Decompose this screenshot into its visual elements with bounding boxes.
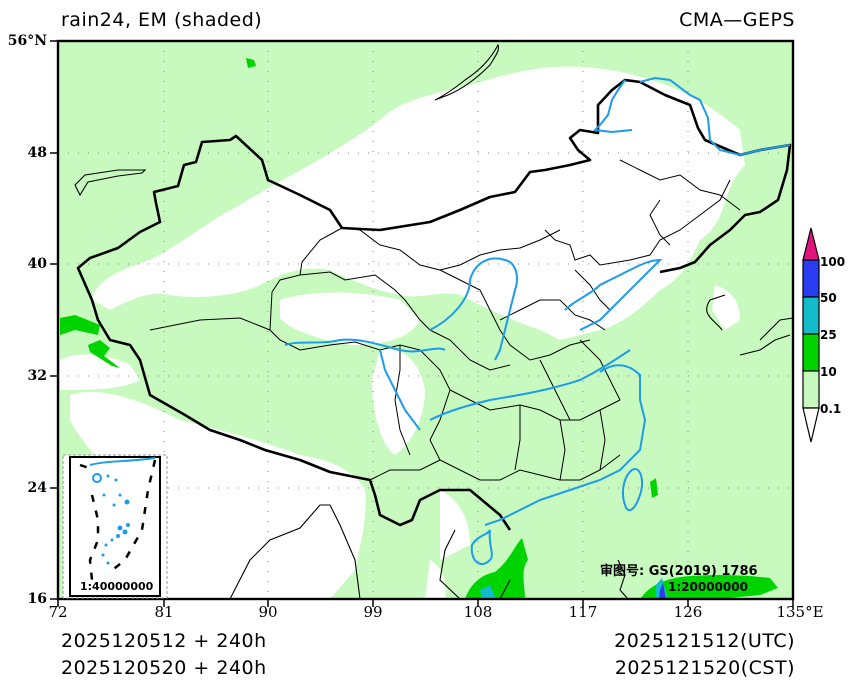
moderate-rain-areas: [60, 58, 778, 599]
lat-label-48: 48: [27, 145, 47, 161]
plot-frame: [56, 39, 795, 601]
lon-label-117: 117: [568, 603, 598, 621]
valid-time-cst: 2025121520(CST): [614, 657, 795, 679]
lon-label-108: 108: [463, 603, 493, 621]
lat-label-56: 56°N: [7, 33, 47, 49]
lon-label-81: 81: [154, 603, 174, 621]
lon-label-99: 99: [363, 603, 383, 621]
provincial-borders: [149, 159, 741, 481]
chart-title: rain24, EM (shaded): [61, 9, 263, 31]
lon-label-126: 126: [673, 603, 703, 621]
valid-time-utc: 2025121512(UTC): [614, 630, 795, 652]
lat-label-16: 16: [27, 591, 47, 607]
lat-label-32: 32: [27, 368, 47, 384]
init-time-utc: 2025120512 + 240h: [61, 630, 267, 652]
colorbar-label-50: 50: [820, 291, 837, 305]
colorbar: [802, 227, 820, 443]
main-map-scale: 1:20000000: [668, 580, 748, 594]
init-time-cst: 2025120520 + 240h: [61, 657, 267, 679]
axis-ticks: [50, 40, 794, 607]
model-name: CMA—GEPS: [679, 9, 795, 31]
inset-map-scale: 1:40000000: [80, 580, 154, 593]
south-china-sea-inset: [62, 454, 168, 599]
rivers: [284, 76, 791, 565]
colorbar-label-0-1: 0.1: [820, 402, 842, 416]
colorbar-label-100: 100: [820, 255, 846, 269]
lat-label-24: 24: [27, 480, 47, 496]
lon-label-72: 72: [48, 603, 68, 621]
lon-label-90: 90: [258, 603, 278, 621]
national-border: [76, 78, 792, 531]
colorbar-label-10: 10: [820, 365, 837, 379]
lat-label-40: 40: [27, 256, 47, 272]
colorbar-label-25: 25: [820, 328, 837, 342]
lon-label-135: 135°E: [776, 603, 824, 621]
country-outlines: [74, 43, 794, 600]
map-review-number: 审图号: GS(2019) 1786: [600, 564, 758, 579]
